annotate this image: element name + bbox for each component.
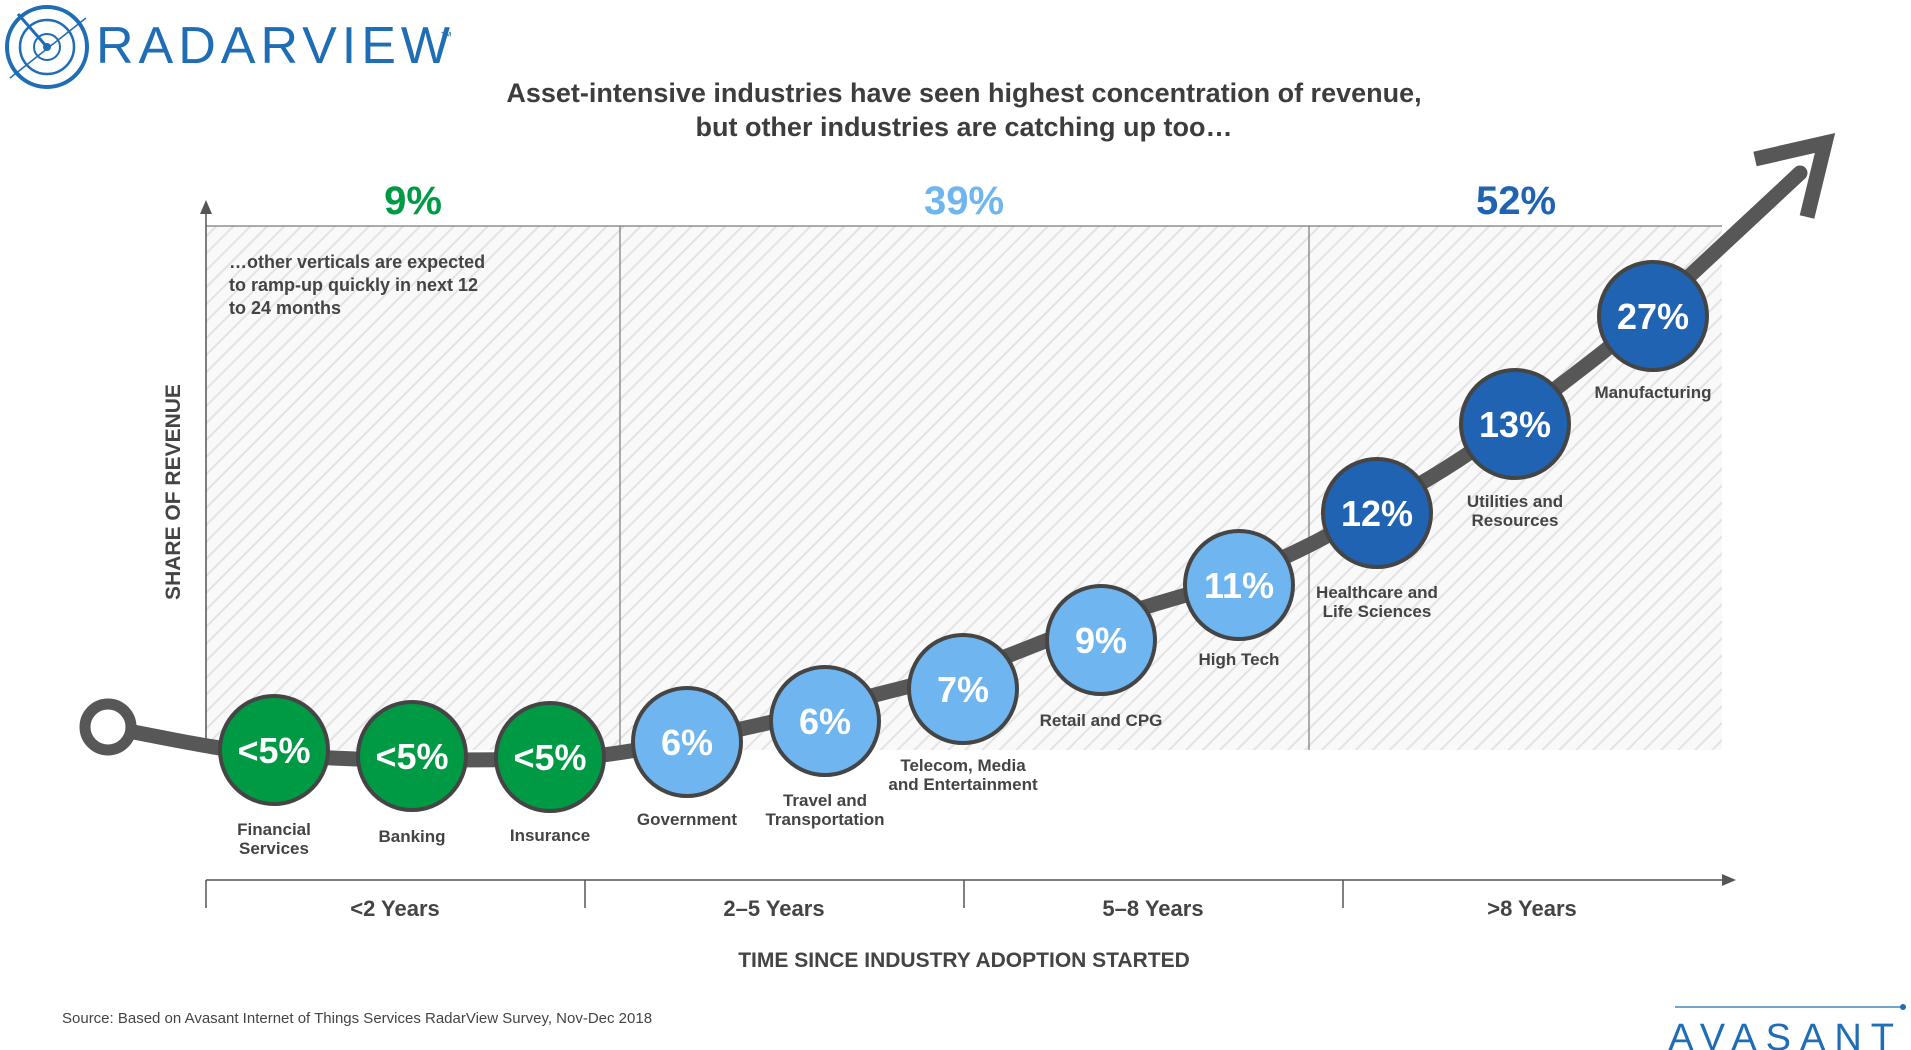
- radarview-wordmark: RADARVIEW: [96, 17, 455, 75]
- x-axis-label: TIME SINCE INDUSTRY ADOPTION STARTED: [738, 949, 1190, 972]
- group-total-2: 39%: [924, 179, 1004, 223]
- industry-names: Financial Services Banking Insurance Gov…: [237, 383, 1711, 858]
- industry-name: Resources: [1472, 511, 1559, 530]
- bubble-value-label: <5%: [237, 730, 310, 771]
- bubble-value-label: <5%: [375, 736, 448, 777]
- x-axis: <2 Years 2–5 Years 5–8 Years >8 Years TI…: [205, 874, 1736, 972]
- industry-name: Transportation: [765, 810, 884, 829]
- bubble-insurance: <5%: [494, 701, 606, 813]
- avasant-dot-icon: [1900, 1004, 1906, 1010]
- zone-background-1: [206, 226, 620, 750]
- industry-name: Manufacturing: [1594, 383, 1711, 402]
- bubble-government: 6%: [631, 686, 743, 798]
- bubble-banking: <5%: [356, 700, 468, 812]
- bubble-value-label: 6%: [799, 701, 851, 742]
- bubble-value-label: 27%: [1617, 296, 1689, 337]
- industry-name: Government: [637, 810, 737, 829]
- y-axis: [200, 200, 212, 750]
- x-tick-label: 2–5 Years: [723, 896, 824, 921]
- y-axis-label: SHARE OF REVENUE: [162, 384, 185, 600]
- note-line: to ramp-up quickly in next 12: [229, 275, 478, 295]
- bubble-value-label: <5%: [513, 737, 586, 778]
- note-line: …other verticals are expected: [229, 252, 485, 272]
- y-axis-arrow-icon: [200, 200, 212, 214]
- trademark-symbol: ™: [440, 29, 452, 43]
- start-ring-icon: [79, 698, 137, 756]
- chart-title-line-1: Asset-intensive industries have seen hig…: [506, 78, 1421, 108]
- x-tick-label: 5–8 Years: [1102, 896, 1203, 921]
- bubble-utilities: 13%: [1459, 368, 1571, 480]
- industry-name: High Tech: [1199, 650, 1280, 669]
- bubble-manufacturing: 27%: [1597, 260, 1709, 372]
- industry-name: Life Sciences: [1323, 602, 1432, 621]
- bubble-value-label: 7%: [937, 669, 989, 710]
- x-tick-label: >8 Years: [1487, 896, 1577, 921]
- x-axis-arrow-icon: [1722, 874, 1736, 886]
- industry-name: Banking: [378, 827, 445, 846]
- x-tick-label: <2 Years: [350, 896, 440, 921]
- industry-name: Healthcare and: [1316, 583, 1438, 602]
- source-note: Source: Based on Avasant Internet of Thi…: [62, 1010, 652, 1027]
- note-line: to 24 months: [229, 298, 341, 318]
- bubble-value-label: 13%: [1479, 404, 1551, 445]
- radarview-logo: RADARVIEW ™: [5, 5, 455, 89]
- chart-title-line-2: but other industries are catching up too…: [695, 112, 1232, 142]
- bubble-financial-services: <5%: [218, 694, 330, 806]
- bubble-retail-cpg: 9%: [1045, 584, 1157, 696]
- group-total-3: 52%: [1476, 179, 1556, 223]
- industry-name: and Entertainment: [888, 775, 1038, 794]
- zone-frame: [206, 225, 1722, 750]
- industry-name: Insurance: [510, 826, 590, 845]
- industry-name: Telecom, Media: [900, 756, 1026, 775]
- bubble-high-tech: 11%: [1183, 529, 1295, 641]
- ramp-up-note: …other verticals are expected to ramp-up…: [229, 252, 485, 318]
- bubble-telecom-media: 7%: [907, 633, 1019, 745]
- group-total-1: 9%: [384, 179, 442, 223]
- industry-name: Financial: [237, 820, 311, 839]
- radar-icon: [5, 5, 89, 89]
- bubble-travel-transportation: 6%: [769, 665, 881, 777]
- bubble-value-label: 9%: [1075, 620, 1127, 661]
- bubble-value-label: 12%: [1341, 493, 1413, 534]
- industry-name: Services: [239, 839, 309, 858]
- avasant-logo: AVASANT: [1668, 1004, 1906, 1050]
- bubble-value-label: 11%: [1204, 565, 1274, 606]
- industry-name: Utilities and: [1467, 492, 1563, 511]
- growth-arrowhead-icon: [1753, 132, 1836, 219]
- industry-name: Retail and CPG: [1040, 711, 1163, 730]
- avasant-wordmark: AVASANT: [1668, 1017, 1903, 1050]
- industry-name: Travel and: [783, 791, 867, 810]
- bubble-value-label: 6%: [661, 722, 713, 763]
- industry-bubbles: <5% <5% <5% 6% 6% 7% 9% 11% 12% 13% 27%: [218, 260, 1709, 813]
- bubble-healthcare: 12%: [1321, 457, 1433, 569]
